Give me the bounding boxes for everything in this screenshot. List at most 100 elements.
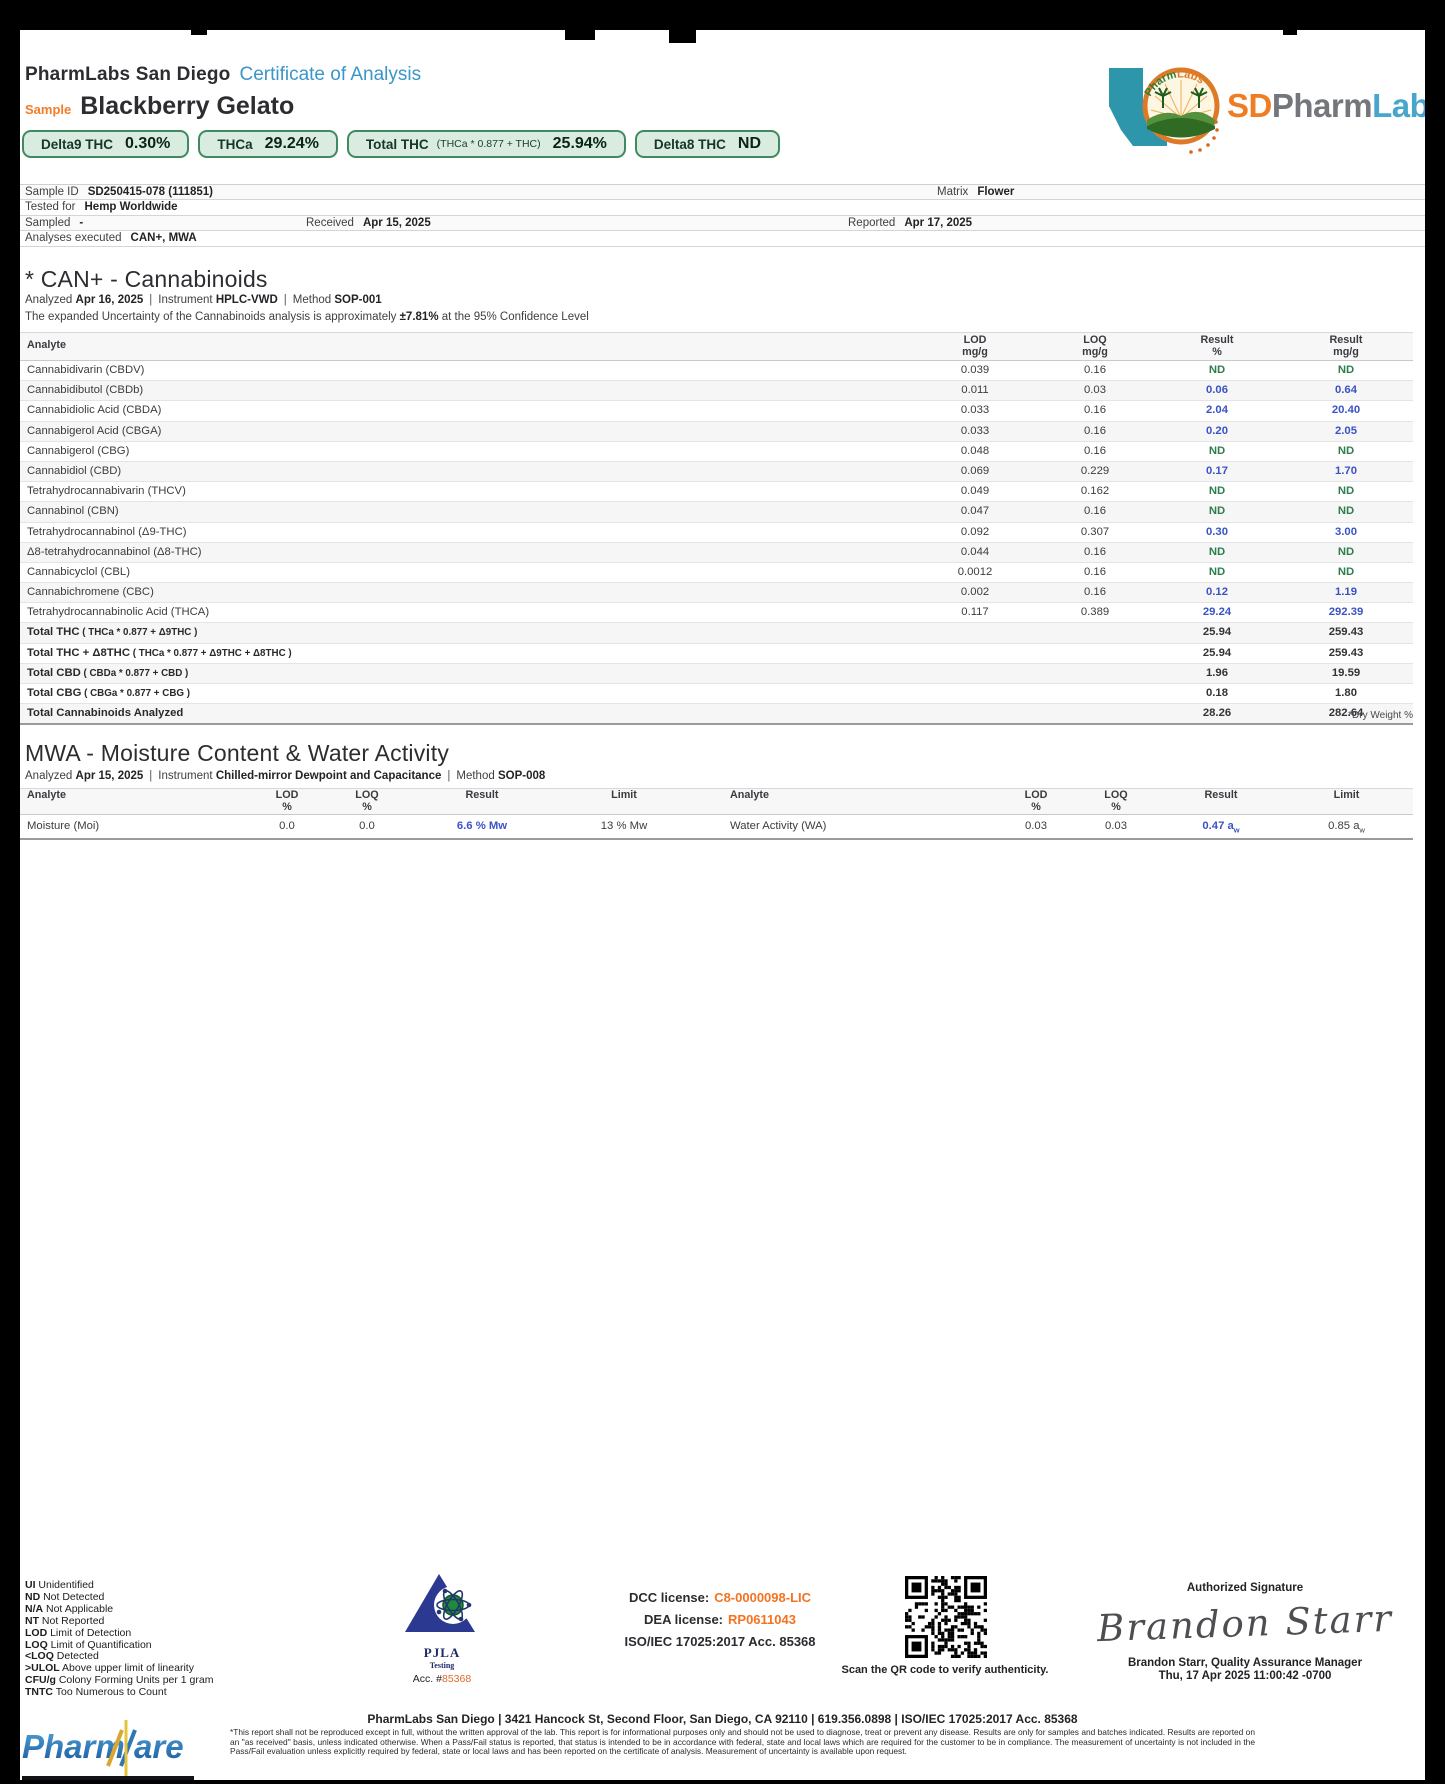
instrument-value: HPLC-VWD xyxy=(215,294,278,306)
legend-item: <LOQ Detected xyxy=(25,1650,99,1663)
analyses-value: CAN+, MWA xyxy=(130,232,197,245)
palm-trees xyxy=(1154,87,1208,108)
table-row: Tetrahydrocannabinol (Δ9-THC) 0.092 0.307 0… xyxy=(20,523,1413,543)
badge-value: 0.30% xyxy=(125,135,171,152)
analyte-name: Cannabidivarin (CBDV) xyxy=(27,364,145,376)
result-percent: ND xyxy=(1208,565,1226,578)
lod-value: 0.002 xyxy=(960,586,990,599)
lod-value: 0.117 xyxy=(961,606,989,619)
col-loq: LOQ% xyxy=(355,789,379,813)
total-label: Total THC ( THCa * 0.877 + Δ9THC ) xyxy=(27,626,198,639)
col-loq: LOQ% xyxy=(1104,789,1128,813)
legend-item: CFU/g Colony Forming Units per 1 gram xyxy=(25,1674,214,1687)
reported-group: Reported Apr 17, 2025 xyxy=(848,216,972,230)
lab-address: PharmLabs San Diego | 3421 Hancock St, S… xyxy=(367,1712,1078,1726)
lod-value: 0.0012 xyxy=(957,565,993,578)
received-group: Received Apr 15, 2025 xyxy=(306,216,431,230)
dcc-license: DCC license: C8-0000098-LIC xyxy=(628,1590,812,1605)
total-formula: ( THCa * 0.877 + Δ9THC + Δ8THC ) xyxy=(130,647,292,659)
logo-sd: SD xyxy=(1227,87,1272,124)
doc-type-title: Certificate of Analysis xyxy=(239,64,422,85)
col-result-mgg: Result mg/g xyxy=(1329,334,1363,358)
analyte-name: Δ8-tetrahydrocannabinol (Δ8-THC) xyxy=(27,545,202,558)
method-value: SOP-001 xyxy=(334,294,382,306)
analyzed-label: Analyzed xyxy=(25,770,73,782)
legend-item: N/A Not Applicable xyxy=(25,1602,114,1615)
table-row: Cannabidibutol (CBDb) 0.011 0.03 0.06 0.64 xyxy=(20,381,1413,402)
legend-abbr: UI xyxy=(25,1579,36,1591)
total-formula: ( CBGa * 0.877 + CBG ) xyxy=(81,688,191,699)
uncertainty-note: The expanded Uncertainty of the Cannabin… xyxy=(25,311,589,323)
dea-license: DEA license: RP0611043 xyxy=(644,1612,796,1627)
legend-item: TNTC Too Numerous to Count xyxy=(25,1686,167,1699)
lod-value: 0.048 xyxy=(960,444,990,457)
iso-accreditation: ISO/IEC 17025:2017 Acc. 85368 xyxy=(624,1634,816,1649)
logo-pharm: Pharm xyxy=(1271,87,1373,124)
analyte-name: Cannabidibutol (CBDb) xyxy=(27,384,144,397)
loq-value: 0.307 xyxy=(1080,525,1110,538)
pjla-accreditation: PJLA Testing Acc. #85368 xyxy=(372,1572,512,1685)
result-percent: 0.12 xyxy=(1206,586,1228,599)
hills-front xyxy=(1147,118,1215,138)
thc-badge: Delta8 THC ND xyxy=(634,130,781,158)
result-mgg: 0.64 xyxy=(1335,384,1357,397)
analyte-name: Cannabigerol Acid (CBGA) xyxy=(27,424,162,437)
legend-item: >ULOL Above upper limit of linearity xyxy=(25,1662,194,1675)
loq-value: 0.0 xyxy=(359,820,375,832)
table-row: Cannabicyclol (CBL) 0.0012 0.16 ND ND xyxy=(20,563,1413,584)
result-value: 6.6 % Mw xyxy=(456,820,508,832)
legend-abbr: <LOQ xyxy=(25,1650,54,1663)
result-mgg: ND xyxy=(1337,505,1355,518)
table-row: Cannabigerol Acid (CBGA) 0.033 0.16 0.20 2.0… xyxy=(20,421,1413,442)
matrix-label: Matrix xyxy=(937,186,969,198)
separator: | xyxy=(447,770,451,782)
analyte-name: Cannabinol (CBN) xyxy=(27,505,119,518)
analyses-label: Analyses executed xyxy=(25,232,122,245)
legend-item: LOQ Limit of Quantification xyxy=(25,1638,152,1651)
note-suffix: at the 95% Confidence Level xyxy=(441,311,589,323)
separator: | xyxy=(283,294,287,306)
col-lod: LOD% xyxy=(1024,789,1048,813)
coa-page: PharmLabs San Diego Certificate of Analy… xyxy=(20,30,1425,1780)
legend-item: UI Unidentified xyxy=(25,1579,94,1591)
total-formula: ( THCa * 0.877 + Δ9THC ) xyxy=(79,627,198,639)
tested-for-value: Hemp Worldwide xyxy=(84,201,178,214)
analyte-name: Tetrahydrocannabivarin (THCV) xyxy=(27,485,186,498)
sampled-value: - xyxy=(79,216,84,229)
legend-abbr: >ULOL xyxy=(25,1662,60,1675)
table-row: Cannabidiolic Acid (CBDA) 0.033 0.16 2.04 20… xyxy=(20,401,1413,422)
result-mgg: 259.43 xyxy=(1328,626,1364,639)
limit-value: 13 % Mw xyxy=(600,820,648,832)
received-label: Received xyxy=(306,216,354,229)
lod-value: 0.033 xyxy=(960,424,990,437)
analyzed-label: Analyzed xyxy=(25,294,73,306)
reported-value: Apr 17, 2025 xyxy=(904,216,973,229)
legend-item: LOD Limit of Detection xyxy=(25,1626,132,1639)
result-percent: ND xyxy=(1208,364,1226,376)
loq-value: 0.389 xyxy=(1080,606,1110,619)
loq-value: 0.16 xyxy=(1084,444,1106,457)
sample-info-table: Sample ID SD250415-078 (111851) Matrix Flo… xyxy=(20,184,1425,247)
result-percent: 2.04 xyxy=(1206,404,1228,417)
lab-name: PharmLabs San Diego xyxy=(25,64,231,85)
loq-value: 0.03 xyxy=(1084,384,1106,397)
info-row-dates: Sampled - Received Apr 15, 2025 Reported Ap… xyxy=(20,215,1425,232)
result-percent: ND xyxy=(1208,485,1226,498)
result-percent: 0.06 xyxy=(1206,384,1228,397)
table-row-total: Total THC ( THCa * 0.877 + Δ9THC ) 25.94 2… xyxy=(20,623,1413,644)
pjla-acc-number: Acc. #85368 xyxy=(412,1673,472,1685)
result-percent: 0.20 xyxy=(1206,424,1228,437)
license-block: DCC license: C8-0000098-LIC DEA license: R… xyxy=(540,1590,900,1656)
lod-value: 0.0 xyxy=(279,820,295,832)
legend-abbr: CFU/g xyxy=(25,1674,56,1687)
lod-value: 0.092 xyxy=(960,525,990,538)
result-percent: 29.24 xyxy=(1202,606,1232,619)
total-label: Total Cannabinoids Analyzed xyxy=(27,707,184,720)
loq-value: 0.16 xyxy=(1084,565,1106,578)
signer-name-title: Brandon Starr, Quality Assurance Manager xyxy=(1127,1657,1363,1669)
result-percent: 0.17 xyxy=(1206,464,1228,477)
result-percent: 25.94 xyxy=(1202,646,1232,659)
analyte-name: Water Activity (WA) xyxy=(730,820,827,832)
method-value: SOP-008 xyxy=(497,770,546,782)
col-analyte: Analyte xyxy=(730,789,770,801)
